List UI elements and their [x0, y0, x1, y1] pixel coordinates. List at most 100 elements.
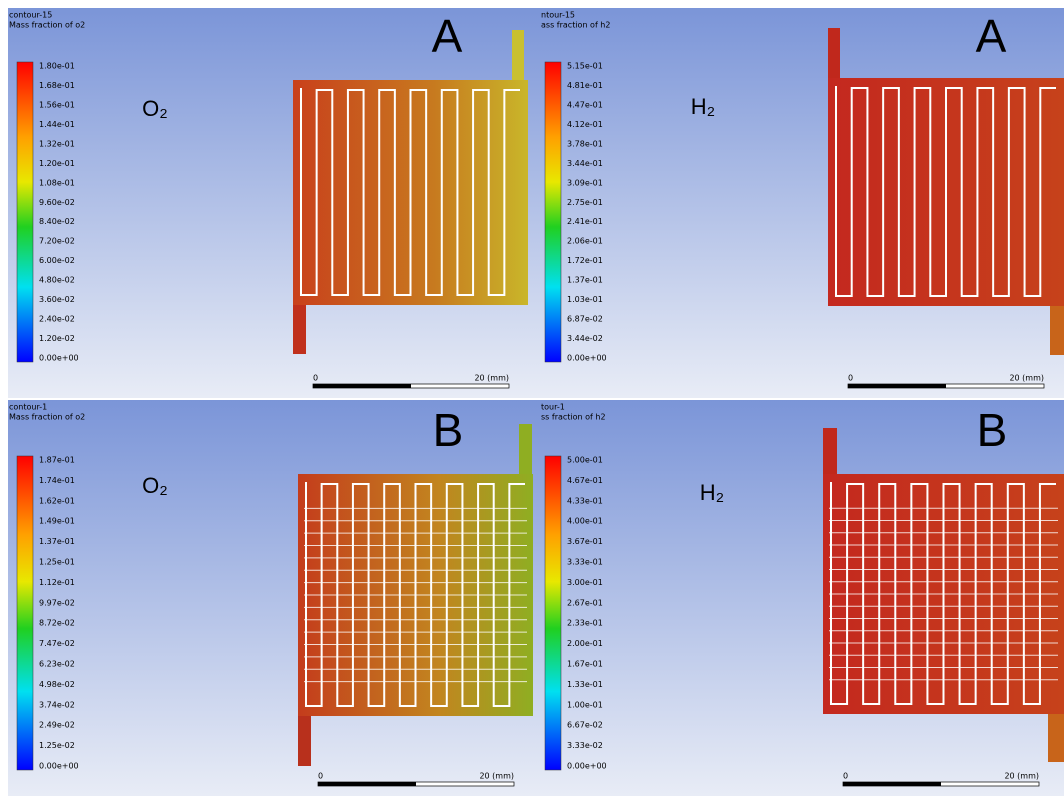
scale-label: 20 (mm) — [1009, 374, 1044, 383]
colorbar-label: 3.33e-01 — [567, 558, 603, 567]
colorbar-label: 1.56e-01 — [39, 100, 75, 109]
colorbar-label: 3.67e-01 — [567, 537, 603, 546]
colorbar-label: 1.20e-01 — [39, 159, 75, 168]
outlet-channel — [1050, 300, 1064, 355]
colorbar-label: 3.60e-02 — [39, 295, 75, 304]
colorbar-label: 1.37e-01 — [39, 537, 75, 546]
scale-label: 20 (mm) — [1004, 772, 1039, 781]
panel-letter: B — [977, 404, 1008, 456]
panel: tour-1ss fraction of h2 5.00e-01 4.67e-01 4… — [540, 400, 1064, 796]
scale-label: 0 — [318, 772, 323, 781]
colorbar-label: 1.62e-01 — [39, 496, 75, 505]
colorbar-label: 1.33e-01 — [567, 680, 603, 689]
scale-bar-fill — [313, 384, 411, 388]
colorbar-label: 9.60e-02 — [39, 198, 75, 207]
colorbar-label: 1.74e-01 — [39, 476, 75, 485]
colorbar-label: 1.72e-01 — [567, 256, 603, 265]
colorbar-label: 4.00e-01 — [567, 517, 603, 526]
outlet-channel — [519, 424, 532, 474]
colorbar-label: 5.15e-01 — [567, 62, 603, 71]
outlet-channel — [512, 30, 524, 82]
colorbar-label: 8.40e-02 — [39, 217, 75, 226]
contour-title: contour-1 — [9, 403, 47, 412]
scale-bar-fill — [843, 782, 941, 786]
colorbar-label: 1.37e-01 — [567, 276, 603, 285]
colorbar-label: 1.03e-01 — [567, 295, 603, 304]
colorbar-label: 9.97e-02 — [39, 598, 75, 607]
contour-title: ntour-15 — [541, 11, 575, 20]
colorbar-label: 4.80e-02 — [39, 276, 75, 285]
scale-bar-fill — [848, 384, 946, 388]
colorbar — [16, 61, 34, 363]
scale-label: 20 (mm) — [479, 772, 514, 781]
colorbar-label: 7.47e-02 — [39, 639, 75, 648]
colorbar-label: 1.68e-01 — [39, 81, 75, 90]
colorbar-label: 4.81e-01 — [567, 81, 603, 90]
scale-label: 0 — [843, 772, 848, 781]
colorbar-label: 5.00e-01 — [567, 456, 603, 465]
colorbar-label: 1.67e-01 — [567, 660, 603, 669]
colorbar-label: 1.80e-01 — [39, 62, 75, 71]
colorbar-label: 1.32e-01 — [39, 139, 75, 148]
colorbar-label: 2.33e-01 — [567, 619, 603, 628]
colorbar-label: 4.98e-02 — [39, 680, 75, 689]
inlet-channel — [293, 300, 306, 354]
species-label: H₂ — [691, 94, 715, 119]
colorbar-label: 0.00e+00 — [39, 762, 79, 771]
scale-label: 0 — [848, 374, 853, 383]
colorbar-label: 1.25e-02 — [39, 741, 75, 750]
colorbar-label: 2.67e-01 — [567, 598, 603, 607]
colorbar-label: 2.00e-01 — [567, 639, 603, 648]
serpentine-rib — [835, 86, 1056, 297]
colorbar-label: 3.78e-01 — [567, 139, 603, 148]
colorbar-label: 6.87e-02 — [567, 315, 603, 324]
species-label: H₂ — [700, 480, 724, 505]
contour-title: tour-1 — [541, 403, 565, 412]
serpentine-rib — [300, 88, 520, 296]
colorbar-label: 4.47e-01 — [567, 100, 603, 109]
contour-title: contour-15 — [9, 11, 52, 20]
contour-title: Mass fraction of o2 — [9, 413, 85, 422]
colorbar-label: 1.44e-01 — [39, 120, 75, 129]
panel-letter: A — [976, 10, 1007, 62]
colorbar-label: 3.33e-02 — [567, 741, 603, 750]
scale-label: 20 (mm) — [474, 374, 509, 383]
outlet-channel — [1048, 700, 1064, 762]
contour-title: ass fraction of h2 — [541, 21, 610, 30]
colorbar-label: 0.00e+00 — [567, 354, 607, 363]
scale-bar-fill — [318, 782, 416, 786]
inlet-channel — [298, 716, 311, 766]
species-label: O₂ — [142, 473, 168, 498]
colorbar-label: 2.40e-02 — [39, 315, 75, 324]
colorbar-label: 3.44e-01 — [567, 159, 603, 168]
panel-letter: A — [432, 10, 463, 62]
colorbar-label: 3.09e-01 — [567, 178, 603, 187]
colorbar-label: 6.23e-02 — [39, 660, 75, 669]
inlet-channel — [828, 28, 840, 80]
colorbar-label: 3.44e-02 — [567, 334, 603, 343]
colorbar-label: 2.49e-02 — [39, 721, 75, 730]
colorbar-label: 3.00e-01 — [567, 578, 603, 587]
colorbar-label: 1.08e-01 — [39, 178, 75, 187]
panel-letter: B — [433, 404, 464, 456]
colorbar-label: 0.00e+00 — [567, 762, 607, 771]
species-label: O₂ — [142, 96, 168, 121]
colorbar-label: 1.49e-01 — [39, 517, 75, 526]
colorbar-label: 1.87e-01 — [39, 456, 75, 465]
colorbar-label: 1.20e-02 — [39, 334, 75, 343]
colorbar-label: 6.00e-02 — [39, 256, 75, 265]
contour-title: ss fraction of h2 — [541, 413, 606, 422]
colorbar-label: 4.12e-01 — [567, 120, 603, 129]
colorbar — [544, 455, 562, 771]
colorbar-label: 1.25e-01 — [39, 558, 75, 567]
colorbar-label: 2.06e-01 — [567, 237, 603, 246]
colorbar — [544, 61, 562, 363]
colorbar-label: 4.67e-01 — [567, 476, 603, 485]
colorbar-label: 1.00e-01 — [567, 700, 603, 709]
colorbar-label: 1.12e-01 — [39, 578, 75, 587]
colorbar-label: 2.75e-01 — [567, 198, 603, 207]
contour-title: Mass fraction of o2 — [9, 21, 85, 30]
